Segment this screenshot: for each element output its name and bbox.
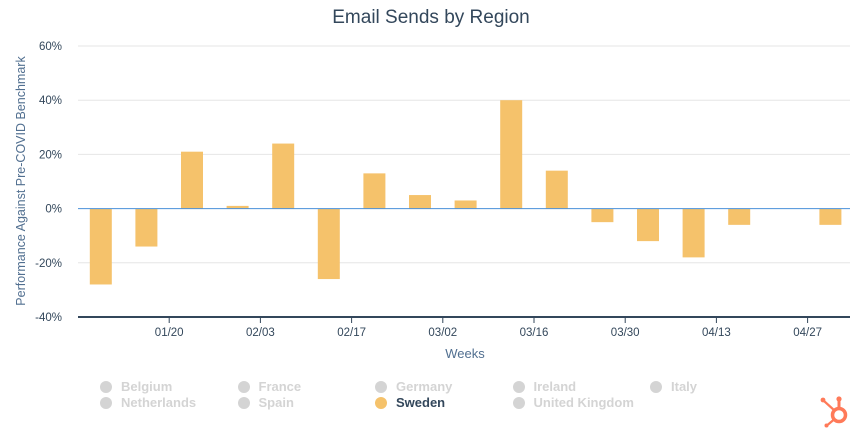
bar[interactable] [682,208,705,258]
legend-label: France [258,379,302,394]
x-tick-label: 03/16 [520,327,549,339]
legend-dot-icon [237,396,250,409]
bar[interactable] [135,208,158,247]
legend-dot-icon [512,380,525,393]
y-tick-label: -20% [35,258,62,270]
y-axis-label: Performance Against Pre-COVID Benchmark [14,56,28,306]
bar[interactable] [89,208,112,285]
x-axis-label: Weeks [445,346,485,361]
legend-label: Germany [396,379,453,394]
gridlines [78,45,850,264]
x-tick-label: 04/13 [702,327,731,339]
bar[interactable] [409,195,431,209]
hubspot-sprocket-icon [820,396,848,428]
legend-label: Spain [258,395,294,410]
legend-label: Ireland [533,379,577,394]
x-tick-label: 03/30 [611,327,640,339]
bar[interactable] [363,173,386,209]
legend-label: Sweden [396,395,446,410]
y-tick-label: -40% [35,312,62,324]
bar[interactable] [181,151,203,209]
legend-item-united-kingdom[interactable]: United Kingdom [512,395,651,410]
legend-dot-icon [375,396,387,409]
legend-dot-icon [100,396,112,409]
bar[interactable] [454,200,477,209]
legend-label: Belgium [121,379,173,394]
bar[interactable] [637,208,659,242]
x-tick-label: 02/17 [337,327,366,339]
x-tick-label: 01/20 [155,327,184,339]
x-axis-ticks: 01/20 02/03 02/17 03/02 03/16 03/30 04/13 04/27 [155,317,822,339]
y-tick-label: 0% [45,204,62,216]
legend-label: Italy [671,379,698,394]
bar[interactable] [728,208,751,225]
legend-item-sweden[interactable]: Sweden [375,395,513,410]
legend-item-ireland[interactable]: Ireland [512,379,651,394]
bar[interactable] [317,208,340,280]
legend-item-spain[interactable]: Spain [237,395,376,410]
bar[interactable] [545,170,568,209]
legend-dot-icon [237,380,250,393]
x-tick-label: 04/27 [793,327,822,339]
chart-title: Email Sends by Region [332,7,530,28]
bars [89,100,842,285]
bar[interactable] [226,205,249,209]
bar[interactable] [272,143,295,209]
legend-item-netherlands[interactable]: Netherlands [100,395,238,410]
legend-dot-icon [375,380,387,393]
x-tick-label: 02/03 [246,327,275,339]
legend-label: Netherlands [121,395,197,410]
legend-dot-icon [100,380,112,393]
x-tick-label: 03/02 [428,327,457,339]
y-tick-label: 20% [39,149,62,161]
y-axis-ticks: 60% 40% 20% 0% -20% -40% [35,41,62,324]
legend-dot-icon [512,396,525,409]
bar[interactable] [819,208,842,225]
legend-item-italy[interactable]: Italy [650,379,788,394]
legend-item-belgium[interactable]: Belgium [100,379,238,394]
legend-item-germany[interactable]: Germany [375,379,513,394]
axes [78,208,850,318]
bar[interactable] [591,208,614,223]
bar[interactable] [500,100,523,209]
legend: Belgium France Germany Ireland Italy Netherla… [100,379,740,410]
y-tick-label: 60% [39,41,62,53]
legend-item-france[interactable]: France [237,379,376,394]
legend-dot-icon [650,380,662,393]
y-tick-label: 40% [39,95,62,107]
legend-label: United Kingdom [533,395,634,410]
